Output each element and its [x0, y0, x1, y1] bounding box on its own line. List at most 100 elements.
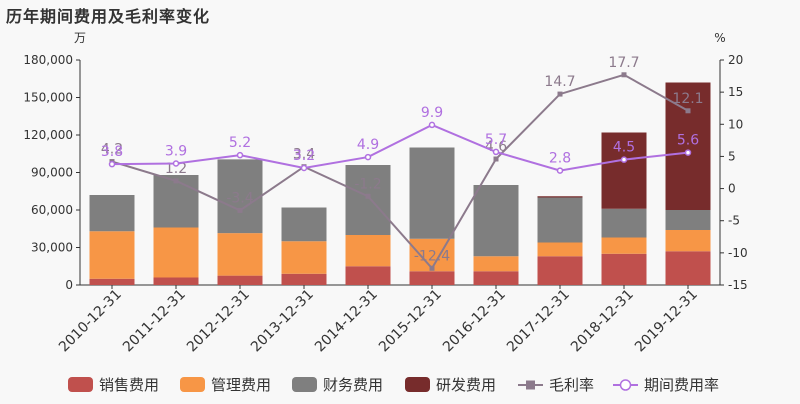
bar-segment [281, 241, 327, 274]
x-tick-label: 2010-12-31 [56, 287, 125, 356]
bar-segment [345, 165, 391, 235]
line-point [685, 108, 691, 114]
x-tick-label: 2017-12-31 [504, 287, 573, 356]
x-tick-label: 2015-12-31 [376, 287, 445, 356]
bar-segment [409, 271, 455, 285]
line-point [364, 153, 372, 161]
bar-segment [601, 237, 647, 254]
data-label: 5.2 [229, 135, 251, 151]
data-label: 17.7 [608, 55, 639, 71]
data-label: 5.6 [677, 133, 699, 149]
line-point [172, 160, 180, 167]
bar-segment [89, 195, 135, 232]
bar-segment [537, 256, 583, 285]
data-label: 3.2 [293, 148, 315, 164]
right-tick-label: 15 [728, 85, 743, 99]
bar-segment [217, 159, 263, 234]
line-point [429, 265, 435, 271]
data-label: -1.2 [354, 176, 381, 192]
left-tick-label: 60,000 [31, 203, 73, 217]
bar-segment [281, 207, 327, 242]
bar-segment [665, 251, 711, 285]
line-point [621, 72, 627, 78]
line-point [108, 160, 116, 168]
data-label: 4.9 [357, 137, 379, 153]
left-tick-label: 0 [65, 278, 73, 292]
data-label: 3.9 [165, 144, 187, 160]
data-label: 12.1 [672, 91, 703, 107]
legend-swatch [180, 377, 205, 392]
line-point [365, 193, 371, 199]
legend-label: 研发费用 [436, 376, 496, 394]
bar-segment [537, 242, 583, 257]
x-tick-label: 2011-12-31 [120, 287, 189, 356]
left-tick-label: 180,000 [23, 53, 73, 67]
legend-label: 管理费用 [211, 376, 271, 394]
left-tick-label: 30,000 [31, 241, 73, 255]
left-axis-unit: 万 [74, 31, 86, 45]
right-tick-label: -15 [728, 278, 748, 292]
data-label: 4.5 [613, 140, 635, 156]
legend-label: 销售费用 [99, 376, 159, 394]
legend-swatch [68, 377, 93, 392]
bar-segment [473, 256, 519, 272]
line-point [428, 121, 436, 129]
right-tick-label: 0 [728, 182, 736, 196]
line-point [557, 91, 563, 97]
legend-label: 毛利率 [549, 376, 594, 394]
bar-segment [89, 278, 135, 285]
bar-segment [665, 210, 711, 230]
data-label: -3.4 [226, 190, 253, 206]
left-tick-label: 150,000 [23, 91, 73, 105]
x-tick-label: 2012-12-31 [184, 287, 253, 356]
data-label: 4.6 [485, 139, 507, 155]
bar-segment [409, 147, 455, 239]
x-tick-label: 2014-12-31 [312, 287, 381, 356]
bar-segment [89, 231, 135, 279]
bar-segment [601, 253, 647, 285]
bar-segment [537, 197, 583, 243]
bar-segment [153, 175, 199, 228]
line-point [492, 148, 500, 156]
legend-marker [619, 379, 632, 391]
x-tick-label: 2013-12-31 [248, 287, 317, 356]
chart-title: 历年期间费用及毛利率变化 [6, 7, 211, 26]
line-point [236, 151, 244, 159]
line-point [237, 207, 243, 213]
bar-segment [153, 277, 199, 285]
data-label: 14.7 [544, 74, 575, 90]
bar-segment [601, 208, 647, 238]
legend-label: 财务费用 [323, 376, 383, 394]
data-label: -12.4 [414, 248, 450, 264]
data-label: 1.2 [165, 161, 187, 177]
bar-segment [281, 273, 327, 285]
line-point [620, 156, 628, 163]
right-tick-label: 20 [728, 53, 743, 67]
bar-segment [345, 266, 391, 285]
right-tick-label: 10 [728, 117, 743, 131]
right-tick-label: -10 [728, 246, 748, 260]
legend-swatch [405, 377, 430, 392]
right-axis-unit: % [714, 31, 725, 45]
data-label: 5.7 [485, 132, 507, 148]
bar-segment [601, 132, 647, 209]
bar-segment [217, 233, 263, 276]
series-line [111, 73, 689, 270]
data-label: 4.2 [101, 142, 123, 158]
data-label: 3.4 [293, 147, 315, 163]
left-tick-label: 90,000 [31, 166, 73, 180]
series-line [111, 123, 689, 172]
data-label: 3.8 [101, 144, 123, 160]
x-tick-label: 2016-12-31 [440, 287, 509, 356]
bar-segment [345, 235, 391, 267]
bar-segment [153, 227, 199, 278]
bar-segment [473, 185, 519, 257]
x-tick-label: 2019-12-31 [632, 287, 701, 356]
right-tick-label: 5 [728, 149, 736, 163]
bar-segment [473, 271, 519, 285]
legend-swatch [292, 377, 317, 392]
right-tick-label: -5 [728, 214, 740, 228]
bar-segment [665, 230, 711, 252]
